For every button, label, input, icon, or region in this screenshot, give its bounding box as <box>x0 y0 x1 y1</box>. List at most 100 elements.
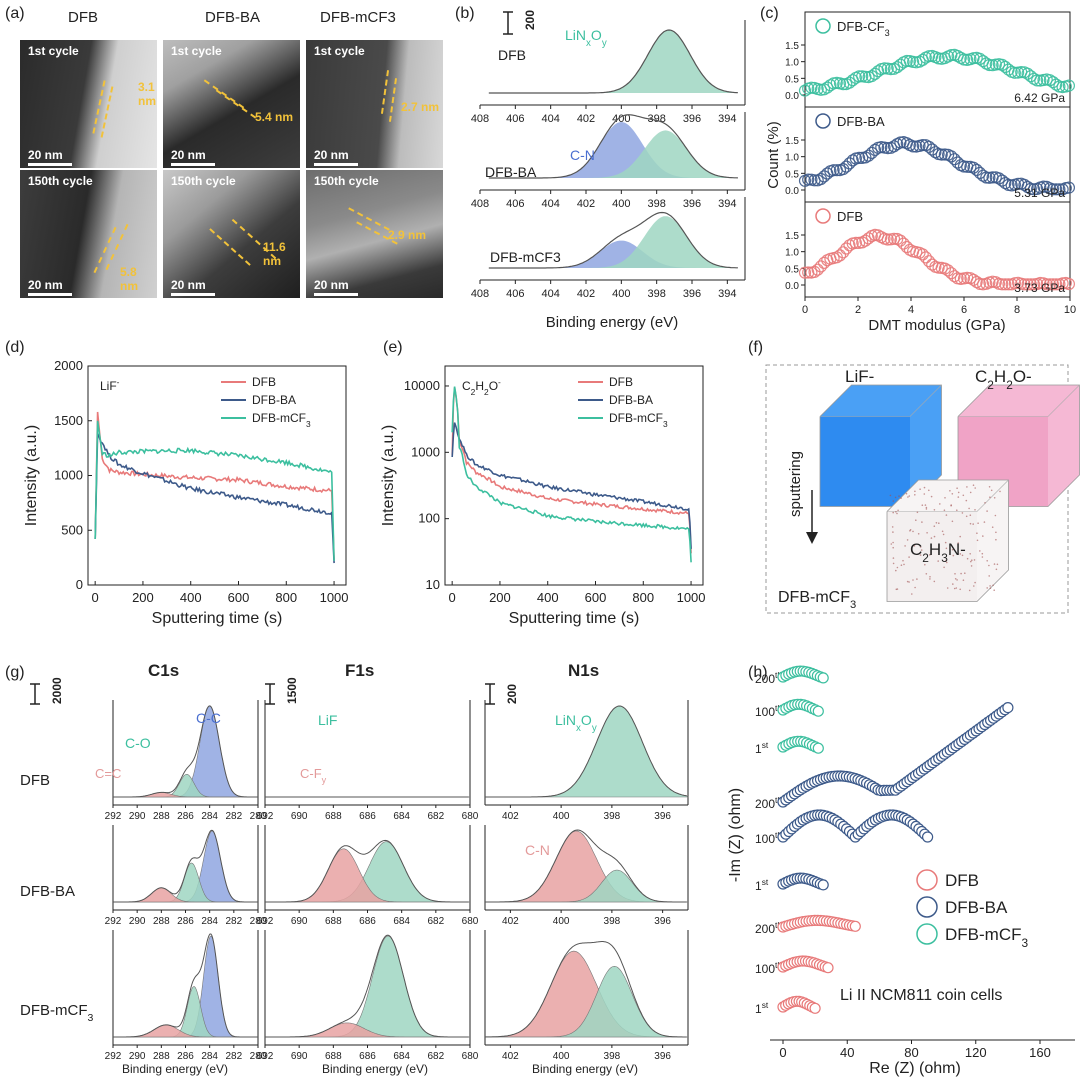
ion-point <box>929 554 931 556</box>
x-tick-label: 398 <box>647 288 665 300</box>
histogram-marker <box>1062 79 1076 92</box>
ion-point <box>892 546 894 549</box>
y-tick-label: 1.0 <box>785 248 799 259</box>
x-tick-label: 400 <box>180 590 202 605</box>
legend-label: DFB <box>252 375 276 389</box>
ion-point <box>976 539 979 542</box>
x-tick-label: 394 <box>718 288 736 300</box>
x-tick-label: 284 <box>201 811 218 822</box>
y-tick-label: 0 <box>76 577 83 592</box>
histogram-marker <box>992 172 1006 185</box>
y-tick-label: 0.5 <box>785 169 799 180</box>
panel-d-lif: 0 200 400 600 800 1000 0 500 1000 1500 2000 DFB DFB-… <box>23 358 349 627</box>
tem-image: 1st cycle 3.1 nm 20 nm <box>20 40 157 168</box>
ion-point <box>892 541 894 544</box>
ion-point <box>946 587 949 589</box>
x-tick-label: 680 <box>462 916 479 927</box>
ion-point <box>915 519 917 521</box>
cube-side-face <box>1048 385 1080 507</box>
histogram-marker <box>1018 278 1031 291</box>
x-tick-label: 690 <box>291 811 308 822</box>
histogram-marker <box>1043 74 1057 87</box>
x-tick-label: 280 <box>250 811 267 822</box>
histogram-marker <box>957 160 971 173</box>
cube-edge <box>820 384 942 417</box>
ion-point <box>935 522 938 524</box>
y-axis-title: Intensity (a.u.) <box>380 425 397 526</box>
x-tick-label: 396 <box>683 198 701 210</box>
x-tick-label: 402 <box>577 113 595 125</box>
ion-point <box>959 553 962 555</box>
x-tick-label: 282 <box>225 1051 242 1062</box>
ion-point <box>919 546 922 548</box>
histogram-marker <box>1046 278 1060 291</box>
x-tick-label: 396 <box>654 916 671 927</box>
cube-top-face <box>887 480 1009 512</box>
ion-point <box>943 509 946 512</box>
x-axis-title: Binding energy (eV) <box>532 1062 638 1076</box>
y-tick-label: 100 <box>418 511 440 526</box>
tem-image: 150th cycle 5.8 nm 20 nm <box>20 170 157 298</box>
xps-envelope <box>484 941 687 1038</box>
histogram-marker <box>996 278 1009 291</box>
x-tick-label: 1000 <box>320 590 349 605</box>
legend-label: DFB-BA <box>837 114 885 129</box>
ion-point <box>933 580 936 583</box>
cube-edge <box>819 384 942 507</box>
y-tick-label: 1000 <box>411 444 440 459</box>
cycle-label: 150th cycle <box>171 174 236 188</box>
histogram-marker <box>973 166 987 179</box>
x-tick-label: 40 <box>840 1045 854 1060</box>
ion-point <box>895 511 897 513</box>
x-tick-label: 690 <box>291 1051 308 1062</box>
x-tick-label: 600 <box>228 590 250 605</box>
y-tick-label: 0.0 <box>785 186 799 197</box>
ion-point <box>913 545 916 547</box>
ion-point <box>892 511 894 514</box>
histogram-marker <box>976 169 990 182</box>
histogram-marker <box>859 234 872 247</box>
impedance-marker <box>812 705 824 717</box>
legend-label: DFB-mCF3 <box>945 925 1028 950</box>
x-tick-label: 680 <box>462 811 479 822</box>
ion-point <box>971 559 973 561</box>
ion-point <box>892 500 895 502</box>
legend-marker <box>815 208 831 224</box>
tem-image: 1st cycle 5.4 nm 20 nm <box>163 40 300 168</box>
histogram-marker <box>817 256 831 269</box>
ion-point <box>898 495 900 497</box>
x-tick-label: 396 <box>654 811 671 822</box>
x-tick-label: 396 <box>654 1051 671 1062</box>
ion-point <box>995 568 998 571</box>
ion-point <box>993 497 996 499</box>
cube-side-face <box>977 480 1009 602</box>
histogram-marker <box>900 240 913 254</box>
panel-label-e: (e) <box>383 339 403 356</box>
ion-point <box>995 538 997 541</box>
panel-label-f: (f) <box>748 339 763 356</box>
x-tick-label: 2 <box>855 304 861 316</box>
ion-point <box>962 579 965 581</box>
histogram-marker <box>983 58 996 72</box>
x-tick-label: 290 <box>129 916 146 927</box>
y-axis-title: Intensity (a.u.) <box>23 425 40 526</box>
histogram-marker <box>929 146 942 159</box>
x-tick-label: 394 <box>718 198 736 210</box>
x-tick-label: 4 <box>908 304 914 316</box>
x-tick-label: 290 <box>129 811 146 822</box>
x-tick-label: 200 <box>132 590 154 605</box>
histogram-marker <box>1043 278 1057 291</box>
ion-point <box>986 560 988 562</box>
series-line-dfb-mcf3 <box>94 420 335 561</box>
impedance-marker <box>812 742 824 754</box>
modulus-value: 5.31 GPa <box>1014 186 1065 200</box>
histogram-marker <box>973 52 987 66</box>
intensity-scale-label: 1500 <box>285 677 299 704</box>
ion-point <box>957 496 960 498</box>
cube-label: C2H2O- <box>975 367 1032 392</box>
histogram-marker <box>871 65 885 78</box>
ion-point <box>961 554 964 557</box>
ion-point <box>974 581 976 584</box>
